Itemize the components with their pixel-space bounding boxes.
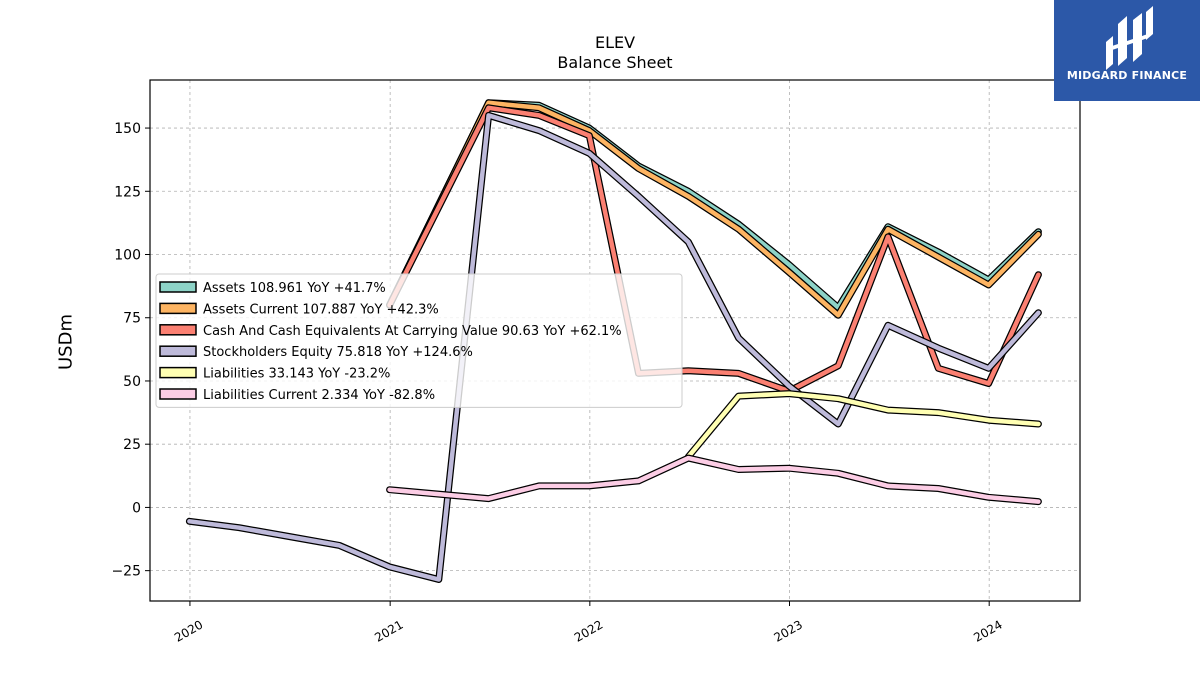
y-tick-label: 150 <box>114 121 141 137</box>
legend-label-2: Cash And Cash Equivalents At Carrying Va… <box>203 324 622 339</box>
series-line-4 <box>686 391 1041 460</box>
legend-swatch-5 <box>159 388 197 400</box>
series-line-2 <box>387 105 1041 394</box>
y-tick-label: 25 <box>123 437 141 453</box>
legend-swatch-0 <box>159 281 197 293</box>
legend-label-5: Liabilities Current 2.334 YoY -82.8% <box>203 388 435 403</box>
y-tick-label: 50 <box>123 374 141 390</box>
logo-mark-icon <box>1106 6 1153 70</box>
legend-swatch-1 <box>159 302 197 315</box>
legend-swatch-3 <box>159 345 197 357</box>
legend-label-0: Assets 108.961 YoY +41.7% <box>203 281 386 296</box>
legend-label-3: Stockholders Equity 75.818 YoY +124.6% <box>203 345 473 360</box>
x-tick-label: 2020 <box>172 617 205 644</box>
x-tick-label: 2021 <box>372 617 405 644</box>
legend-swatch-2 <box>159 324 197 336</box>
x-tick-label: 2022 <box>572 617 605 644</box>
y-tick-label: 125 <box>114 184 141 200</box>
legend-swatch-4 <box>159 366 197 379</box>
x-tick-label: 2023 <box>772 617 805 644</box>
x-tick-label: 2024 <box>971 617 1004 644</box>
legend-box <box>155 273 683 408</box>
series-line-3 <box>187 113 1041 582</box>
legend-label-1: Assets Current 107.887 YoY +42.3% <box>203 302 439 317</box>
y-tick-label: 0 <box>132 500 141 516</box>
plot-frame <box>149 79 1081 602</box>
series-line-1 <box>387 100 1041 318</box>
midgard-finance-logo: MIDGARD FINANCE <box>1054 0 1200 101</box>
y-tick-label: −25 <box>111 564 141 580</box>
y-tick-label: 75 <box>123 311 141 327</box>
series-line-5 <box>387 455 1041 504</box>
logo-text: MIDGARD FINANCE <box>1066 69 1188 82</box>
legend-label-4: Liabilities 33.143 YoY -23.2% <box>203 367 390 382</box>
chart-title: ELEV <box>594 33 636 52</box>
y-tick-label: 100 <box>114 248 141 264</box>
chart-subtitle: Balance Sheet <box>557 53 673 72</box>
